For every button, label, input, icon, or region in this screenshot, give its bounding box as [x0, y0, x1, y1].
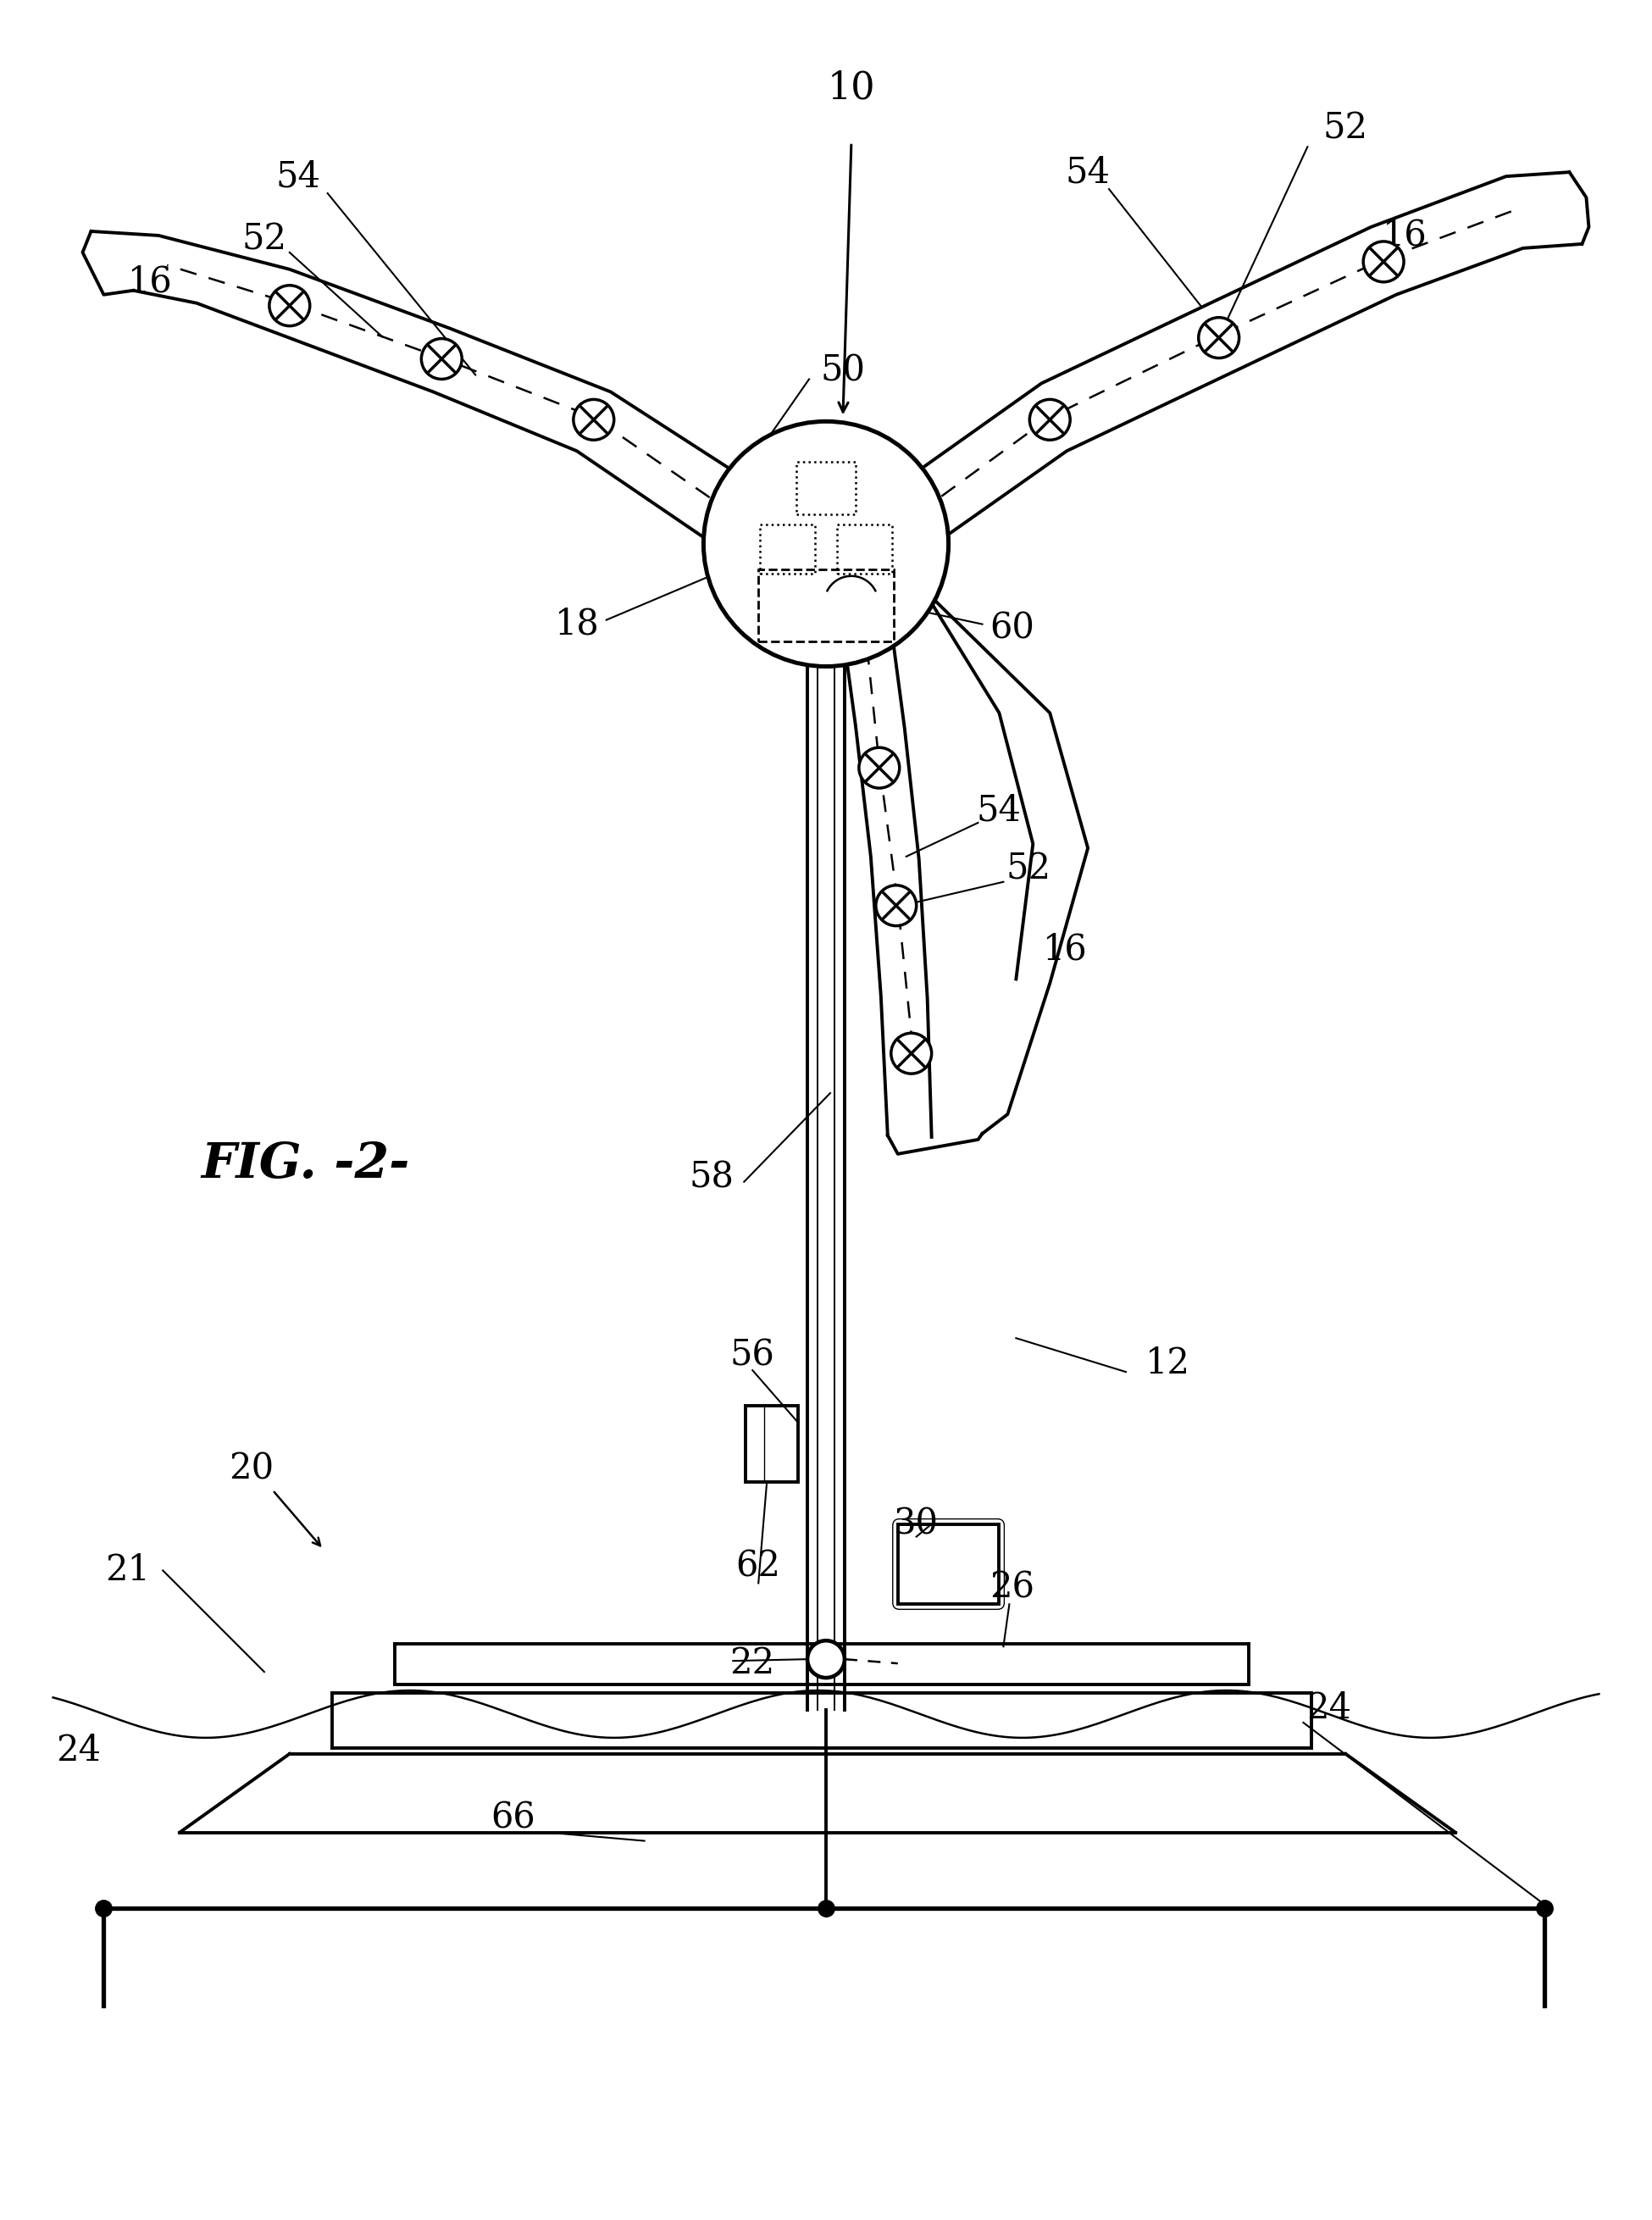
Text: 16: 16: [1383, 218, 1427, 253]
Bar: [760, 524, 814, 573]
Circle shape: [573, 400, 615, 440]
Circle shape: [1199, 317, 1239, 357]
Text: 24: 24: [56, 1732, 101, 1769]
Bar: [838, 524, 892, 573]
Text: 62: 62: [737, 1550, 781, 1585]
Text: 50: 50: [821, 353, 866, 388]
Circle shape: [704, 422, 948, 666]
Text: 54: 54: [276, 158, 320, 193]
Text: 52: 52: [241, 222, 287, 258]
Circle shape: [808, 1641, 844, 1678]
Circle shape: [269, 286, 311, 326]
Text: 16: 16: [127, 264, 172, 300]
Circle shape: [421, 340, 463, 380]
Circle shape: [1029, 400, 1070, 440]
Text: 58: 58: [689, 1159, 735, 1194]
Text: 16: 16: [1042, 932, 1087, 968]
Bar: [758, 568, 894, 642]
Circle shape: [859, 748, 899, 788]
Text: 18: 18: [555, 606, 600, 642]
Text: 56: 56: [730, 1336, 775, 1372]
Circle shape: [876, 886, 917, 926]
Text: 52: 52: [1323, 111, 1368, 147]
Circle shape: [1363, 242, 1404, 282]
Text: 60: 60: [990, 611, 1034, 646]
Text: 52: 52: [1006, 852, 1051, 888]
Text: FIG. -2-: FIG. -2-: [202, 1141, 410, 1188]
Bar: [745, 1405, 798, 1481]
Text: 30: 30: [894, 1505, 938, 1543]
Circle shape: [890, 1032, 932, 1074]
Text: 26: 26: [990, 1570, 1034, 1605]
Bar: [796, 462, 856, 515]
Text: 66: 66: [491, 1800, 535, 1836]
Text: 10: 10: [828, 69, 876, 107]
Text: 24: 24: [1307, 1689, 1351, 1725]
Text: 22: 22: [730, 1645, 775, 1681]
Text: 54: 54: [1066, 155, 1110, 191]
Text: 20: 20: [230, 1452, 274, 1487]
Text: 54: 54: [976, 793, 1021, 828]
Text: 12: 12: [1146, 1345, 1191, 1381]
Bar: [897, 1523, 999, 1605]
Text: 21: 21: [106, 1552, 150, 1587]
